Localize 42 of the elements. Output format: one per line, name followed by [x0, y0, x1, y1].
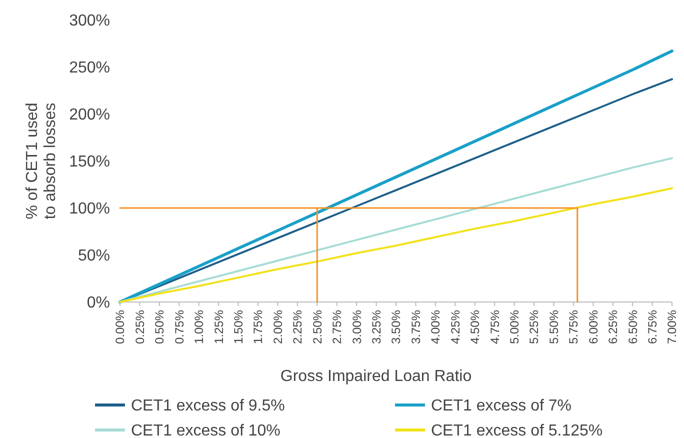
x-tick-label: 3.00% [350, 310, 364, 344]
x-tick-label: 4.75% [488, 310, 502, 344]
y-axis-title: % of CET1 used to absorb losses [24, 102, 60, 220]
x-tick-label: 7.00% [665, 310, 680, 344]
x-tick-label: 4.00% [428, 310, 443, 344]
x-tick-label: 6.75% [645, 310, 660, 344]
x-tick-label: 1.00% [192, 310, 206, 344]
y-tick-label: 150% [69, 154, 110, 171]
x-tick-label: 2.25% [290, 310, 305, 344]
y-tick-label: 50% [78, 248, 110, 265]
y-tick-label: 0% [86, 294, 110, 312]
x-tick-label: 0.50% [152, 310, 167, 344]
x-tick-label: 2.50% [310, 310, 324, 344]
x-tick-label: 3.75% [408, 310, 423, 344]
x-tick-label: 6.50% [626, 310, 640, 344]
x-tick-label: 1.25% [212, 310, 226, 344]
x-tick-label: 1.50% [231, 310, 246, 344]
legend-label: CET1 excess of 5.125% [431, 422, 603, 438]
x-tick-label: 5.25% [527, 310, 542, 344]
x-tick-label: 6.00% [586, 310, 600, 344]
x-tick-label: 1.75% [251, 310, 266, 344]
legend-label: CET1 excess of 10% [131, 422, 280, 438]
x-tick-label: 2.00% [270, 310, 285, 344]
y-tick-label: 300% [69, 12, 110, 30]
x-axis-title: Gross Impaired Loan Ratio [280, 368, 472, 385]
x-tick-label: 4.25% [448, 310, 462, 344]
x-tick-label: 3.25% [369, 310, 384, 344]
x-tick-label: 0.00% [113, 310, 128, 344]
legend-label: CET1 excess of 9.5% [131, 398, 285, 415]
x-tick-label: 5.00% [507, 310, 522, 344]
x-tick-label: 5.50% [546, 310, 561, 344]
x-tick-label: 4.50% [468, 310, 482, 344]
y-tick-label: 250% [69, 60, 110, 77]
x-tick-label: 0.25% [132, 310, 147, 344]
y-tick-label: 200% [69, 106, 110, 124]
x-tick-label: 6.25% [606, 310, 620, 344]
y-tick-label: 100% [69, 200, 110, 218]
x-tick-label: 2.75% [330, 310, 344, 344]
legend-label: CET1 excess of 7% [431, 398, 572, 415]
x-tick-label: 3.50% [389, 310, 404, 344]
x-tick-label: 0.75% [172, 310, 186, 344]
x-tick-label: 5.75% [566, 310, 581, 344]
